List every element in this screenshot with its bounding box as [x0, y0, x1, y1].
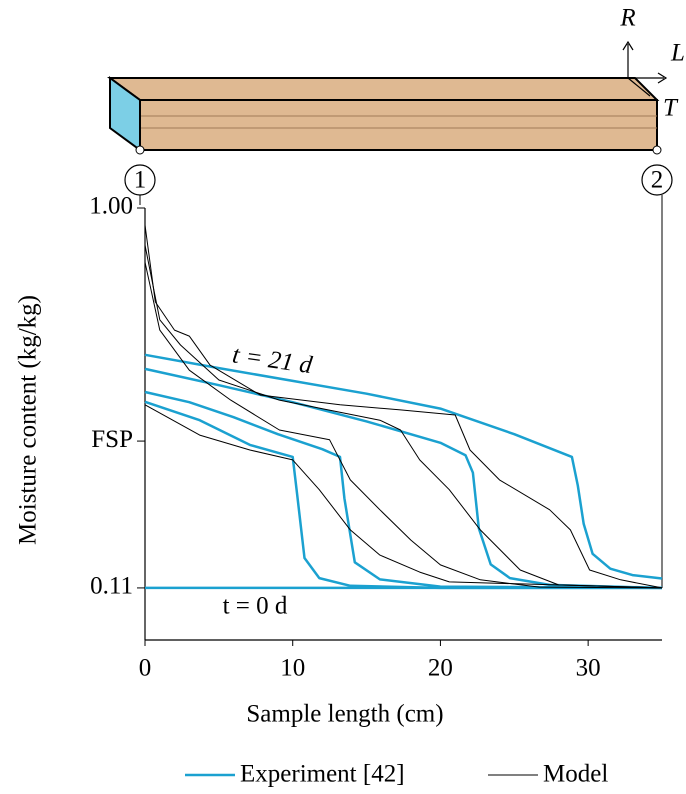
axis-symbol: R — [619, 5, 635, 32]
legend-label: Experiment [42] — [240, 761, 405, 788]
x-tick-label: 10 — [280, 655, 305, 682]
x-tick-label: 0 — [139, 655, 152, 682]
axis-symbol: L — [670, 40, 685, 67]
x-tick-label: 20 — [428, 655, 453, 682]
axis-symbol: T — [663, 95, 679, 122]
series-line — [144, 390, 663, 590]
series-line — [144, 404, 663, 589]
y-tick-label: FSP — [91, 426, 133, 453]
annotation: t = 0 d — [223, 593, 288, 620]
y-tick-label: 1.00 — [89, 193, 133, 220]
series-line — [144, 353, 663, 580]
x-axis-label: Sample length (cm) — [246, 701, 443, 728]
legend-label: Model — [543, 761, 608, 788]
series-line — [144, 262, 663, 589]
series-line — [144, 225, 663, 589]
beam: 1 2 R L T — [106, 5, 685, 196]
series-line — [144, 245, 663, 589]
series-line — [144, 367, 663, 590]
node-label: 1 — [134, 167, 147, 194]
y-axis-label: Moisture content (kg/kg) — [15, 295, 42, 545]
y-tick-label: 0.11 — [90, 573, 133, 600]
x-tick-label: 30 — [576, 655, 601, 682]
node-label: 2 — [651, 167, 664, 194]
